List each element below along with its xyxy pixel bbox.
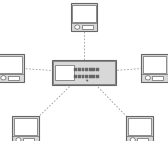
Bar bbox=[152, 76, 163, 80]
Bar bbox=[141, 54, 168, 82]
Circle shape bbox=[130, 138, 135, 141]
Bar bbox=[85, 68, 88, 71]
Circle shape bbox=[75, 25, 80, 29]
Bar bbox=[96, 68, 99, 71]
Bar bbox=[128, 118, 151, 135]
Bar bbox=[0, 54, 24, 82]
Bar bbox=[12, 116, 39, 141]
Bar bbox=[78, 75, 81, 78]
Bar bbox=[55, 65, 74, 80]
Bar bbox=[0, 56, 22, 73]
Bar bbox=[14, 118, 37, 135]
Circle shape bbox=[86, 80, 88, 81]
Bar bbox=[89, 75, 92, 78]
Bar bbox=[92, 75, 95, 78]
Bar bbox=[72, 5, 96, 22]
Bar bbox=[143, 56, 166, 73]
Circle shape bbox=[145, 76, 150, 80]
Bar bbox=[8, 76, 19, 80]
Bar bbox=[137, 138, 148, 141]
Bar bbox=[74, 68, 77, 71]
Bar bbox=[82, 75, 85, 78]
Bar bbox=[82, 68, 85, 71]
Bar bbox=[52, 60, 116, 85]
Bar bbox=[82, 25, 93, 29]
Circle shape bbox=[16, 138, 21, 141]
Bar bbox=[71, 3, 97, 31]
Bar bbox=[74, 75, 77, 78]
Bar bbox=[53, 61, 115, 84]
Circle shape bbox=[1, 76, 6, 80]
Bar bbox=[92, 68, 95, 71]
Bar bbox=[96, 75, 99, 78]
Bar bbox=[89, 68, 92, 71]
Bar bbox=[126, 116, 153, 141]
Bar bbox=[23, 138, 34, 141]
Bar bbox=[85, 75, 88, 78]
Bar bbox=[78, 68, 81, 71]
